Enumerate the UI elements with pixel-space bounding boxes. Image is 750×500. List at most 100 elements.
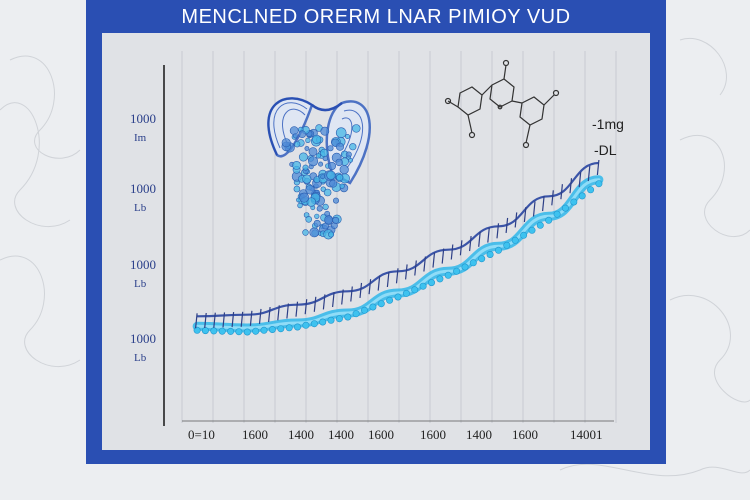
series-dl-drop xyxy=(461,263,469,271)
series-dl-drop xyxy=(294,323,302,331)
molecule-structure xyxy=(444,59,560,149)
x-tick-label: 1600 xyxy=(368,427,394,442)
y-tick-unit: Lb xyxy=(134,352,147,364)
series-1mg-tick xyxy=(258,308,262,324)
series-1mg-tick xyxy=(231,312,235,328)
series-1mg-tick xyxy=(222,312,226,328)
organ-dot xyxy=(308,147,318,157)
organ-dot xyxy=(329,179,338,188)
series-1mg-tick xyxy=(341,289,344,305)
series-1mg-tick xyxy=(350,286,353,302)
series-dl-drop xyxy=(285,324,293,332)
organ-dot xyxy=(315,153,321,159)
organ-dot xyxy=(308,156,319,167)
organ-dot xyxy=(306,197,317,207)
series-dl-drop xyxy=(444,271,452,279)
series-dl-drop xyxy=(268,325,276,333)
organ-dot xyxy=(302,229,309,236)
series-dl-drop xyxy=(327,316,335,324)
series-1mg-tick xyxy=(277,305,280,321)
series-dl-drop xyxy=(419,282,427,290)
organ-dot xyxy=(320,174,326,180)
series-dl-drop xyxy=(578,192,586,200)
series-dl-drop xyxy=(277,325,285,333)
series-1mg-tick xyxy=(386,271,390,288)
series-1mg-tick xyxy=(395,268,399,284)
organ-dot xyxy=(332,216,340,224)
series-dl-drop xyxy=(310,320,318,328)
series-dl-drop xyxy=(386,296,394,304)
series-dl-drop xyxy=(486,251,494,259)
series-1mg-tick xyxy=(487,227,490,243)
organ-dot xyxy=(345,151,352,158)
series-dl-drop xyxy=(360,306,368,314)
organ-dot xyxy=(281,138,291,148)
organ-dot xyxy=(314,213,320,219)
chart-title: MENCLNED ORERM LNAR PIMIOY VUD xyxy=(181,6,571,28)
series-1mg-tick xyxy=(469,236,472,252)
organ-dot xyxy=(292,133,299,139)
y-tick-label: 1000 xyxy=(130,181,156,196)
series-1mg-tick xyxy=(414,260,417,276)
organ-dot xyxy=(349,143,357,151)
organ-dot xyxy=(336,173,344,182)
series-1mg-tick xyxy=(195,313,198,329)
organ-dot xyxy=(348,158,353,163)
organ-dot xyxy=(305,137,311,143)
organ-dot xyxy=(335,158,343,167)
organ-dot xyxy=(305,185,315,195)
series-dl-drop xyxy=(545,216,553,224)
series-dl-drop xyxy=(210,327,218,335)
series-1mg-tick xyxy=(459,240,463,256)
series-dl-drop xyxy=(335,315,343,323)
series-dl-drop xyxy=(561,204,569,212)
organ-dot xyxy=(313,219,321,227)
series-1mg-tick xyxy=(441,248,445,264)
organ-dot xyxy=(292,160,301,170)
organ-dot xyxy=(345,134,351,140)
organ-dot xyxy=(302,174,312,184)
series-dl-drop xyxy=(369,303,377,311)
organ-dot xyxy=(339,183,345,189)
x-tick-label: 1600 xyxy=(420,427,446,442)
series-dl-drop xyxy=(260,326,268,334)
series-1mg-tick xyxy=(560,184,563,200)
series-1mg-tick xyxy=(377,275,381,291)
organ-dot xyxy=(327,145,334,152)
series-dl-drop xyxy=(302,321,310,329)
organ-dot xyxy=(326,170,336,180)
organ-dot xyxy=(318,161,324,167)
data-band-group xyxy=(192,175,604,336)
series-dl-drop xyxy=(436,275,444,283)
series-dl-drop xyxy=(528,226,536,234)
series-1mg-tick xyxy=(478,231,481,247)
series-dl-drop xyxy=(553,210,561,218)
series-dl-drop xyxy=(570,198,578,206)
organ-dot xyxy=(309,227,320,238)
organ-dot xyxy=(312,134,322,144)
x-tick-label: 1400 xyxy=(288,427,314,442)
series-1mg-tick xyxy=(596,159,600,176)
x-tick-label: 1400 xyxy=(328,427,354,442)
series-label: -DL xyxy=(594,142,617,158)
series-1mg-tick xyxy=(286,303,289,319)
series-dl-drop xyxy=(520,231,528,239)
series-dl-drop xyxy=(252,327,260,335)
x-tick-label: 0=10 xyxy=(188,427,215,442)
x-tick-label: 14001 xyxy=(570,427,603,442)
organ-dot xyxy=(302,164,309,171)
series-dl-drop xyxy=(193,326,201,334)
series-dl-drop xyxy=(494,246,502,254)
series-1mg-tick xyxy=(514,212,518,228)
series-dl-drop xyxy=(478,255,486,263)
series-dl-drop xyxy=(319,318,327,326)
organ-dot xyxy=(324,215,333,225)
series-1mg-tick xyxy=(332,291,335,308)
series-1mg-tick xyxy=(322,294,326,310)
series-dl-drop xyxy=(235,328,243,336)
x-tick-label: 1400 xyxy=(466,427,492,442)
organ-dot xyxy=(305,216,312,223)
series-dl-drop xyxy=(377,300,385,308)
chart-frame: MENCLNED ORERM LNAR PIMIOY VUD xyxy=(86,0,666,464)
